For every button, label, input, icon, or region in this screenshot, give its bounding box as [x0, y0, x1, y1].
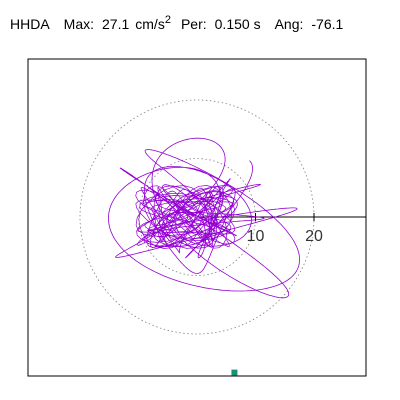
- period-label: Per:: [180, 16, 207, 32]
- axis-group: 10 20: [197, 213, 366, 245]
- header-bar: HHDA Max: 27.1 cm/s2 Per: 0.150 s Ang: -…: [10, 14, 349, 34]
- axis-tick-label-20: 20: [305, 228, 323, 245]
- max-unit-base: cm/s: [135, 16, 165, 32]
- max-unit: cm/s2: [135, 14, 171, 32]
- motion-trace-core: [135, 185, 236, 249]
- marker-group: [231, 369, 238, 376]
- trace-end-marker: [231, 369, 238, 376]
- max-label: Max:: [63, 16, 95, 32]
- angle-value: -76.1: [311, 16, 344, 32]
- motion-trace-line: [108, 137, 301, 299]
- axis-tick-label-10: 10: [247, 228, 265, 245]
- period-value: 0.150 s: [214, 16, 261, 32]
- angle-label: Ang:: [274, 16, 304, 32]
- motion-trace-group: [108, 137, 301, 299]
- max-value: 27.1: [102, 16, 130, 32]
- station-code: HHDA: [10, 16, 50, 32]
- max-unit-exponent: 2: [164, 14, 171, 26]
